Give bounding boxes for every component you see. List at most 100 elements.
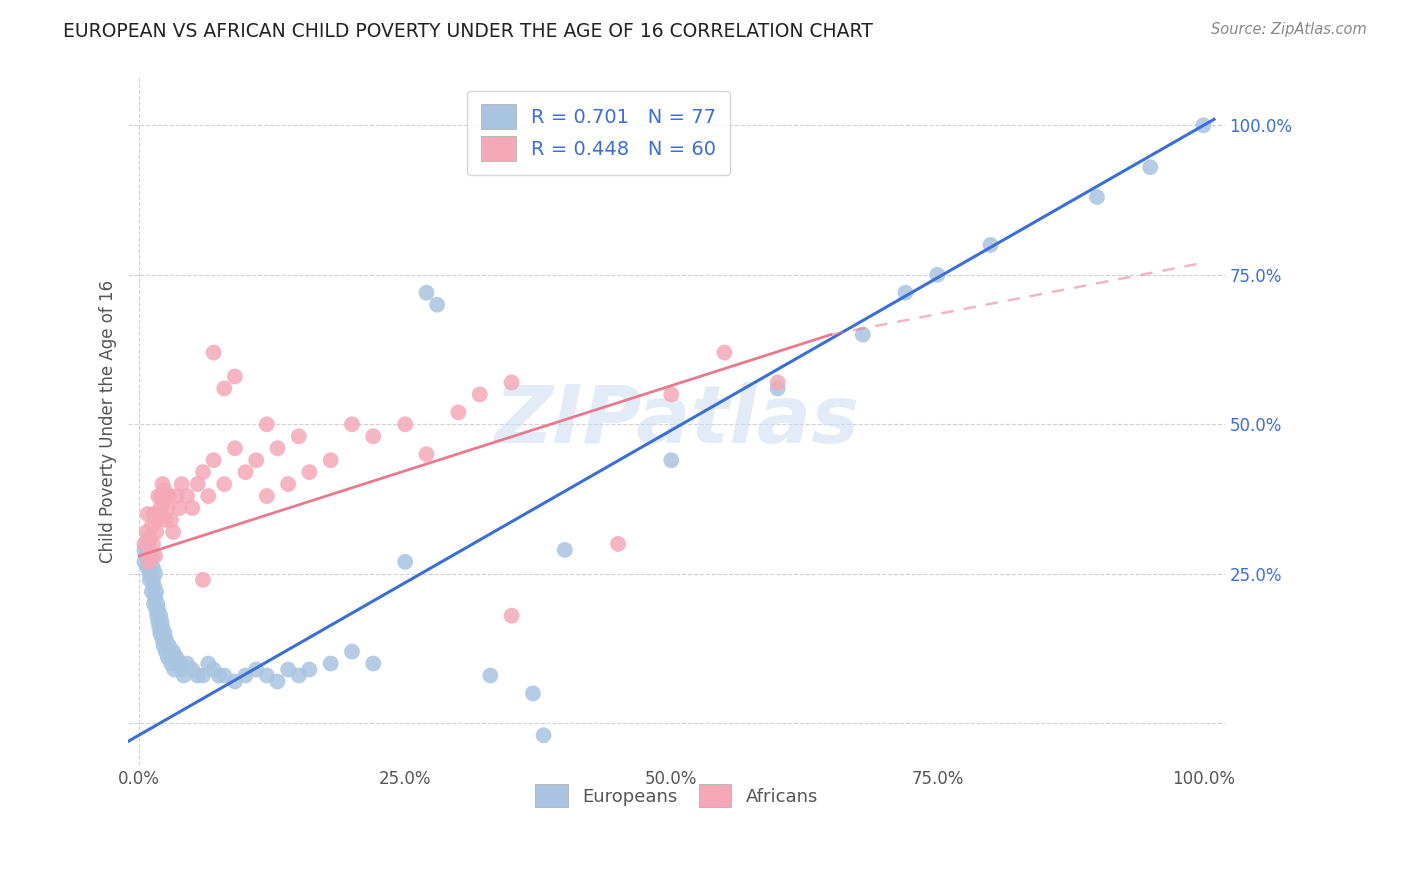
Point [149, 608, 172, 623]
Point [148, 507, 170, 521]
Point [1085, 190, 1108, 204]
Point [197, 489, 219, 503]
Point [426, 298, 449, 312]
Point [394, 555, 416, 569]
Point [143, 597, 166, 611]
Point [894, 285, 917, 300]
Point [1139, 160, 1161, 174]
Point [150, 615, 173, 629]
Point [135, 524, 157, 539]
Point [287, 668, 309, 682]
Point [501, 608, 523, 623]
Point [852, 327, 875, 342]
Point [202, 663, 225, 677]
Point [139, 531, 162, 545]
Point [214, 381, 236, 395]
Point [277, 477, 299, 491]
Point [155, 644, 177, 658]
Point [298, 465, 321, 479]
Point [927, 268, 949, 282]
Point [143, 566, 166, 581]
Point [136, 537, 159, 551]
Point [713, 345, 735, 359]
Point [162, 644, 184, 658]
Point [287, 429, 309, 443]
Point [149, 501, 172, 516]
Point [256, 417, 278, 432]
Point [340, 644, 363, 658]
Point [214, 668, 236, 682]
Point [208, 668, 231, 682]
Point [150, 489, 173, 503]
Point [340, 417, 363, 432]
Point [155, 513, 177, 527]
Point [146, 513, 169, 527]
Point [361, 429, 384, 443]
Point [554, 542, 576, 557]
Point [479, 668, 502, 682]
Point [152, 495, 174, 509]
Point [224, 674, 246, 689]
Point [152, 639, 174, 653]
Point [148, 489, 170, 503]
Point [224, 442, 246, 456]
Point [153, 626, 176, 640]
Point [187, 668, 209, 682]
Point [235, 668, 257, 682]
Point [148, 621, 170, 635]
Point [266, 674, 288, 689]
Point [533, 728, 555, 742]
Point [766, 376, 789, 390]
Point [256, 489, 278, 503]
Text: ZIPatlas: ZIPatlas [494, 383, 859, 460]
Point [136, 507, 159, 521]
Point [139, 549, 162, 563]
Point [191, 668, 214, 682]
Point [146, 597, 169, 611]
Point [659, 453, 682, 467]
Point [141, 584, 163, 599]
Point [176, 657, 198, 671]
Point [153, 483, 176, 497]
Point [143, 591, 166, 605]
Point [165, 489, 187, 503]
Point [139, 555, 162, 569]
Point [142, 537, 165, 551]
Point [157, 489, 180, 503]
Point [766, 381, 789, 395]
Point [176, 489, 198, 503]
Point [134, 555, 156, 569]
Point [170, 663, 193, 677]
Point [135, 549, 157, 563]
Point [169, 501, 191, 516]
Point [169, 657, 191, 671]
Point [256, 668, 278, 682]
Point [202, 453, 225, 467]
Point [197, 657, 219, 671]
Point [1192, 118, 1215, 132]
Point [173, 668, 195, 682]
Point [224, 369, 246, 384]
Point [134, 542, 156, 557]
Point [138, 555, 160, 569]
Point [162, 524, 184, 539]
Point [139, 573, 162, 587]
Point [141, 549, 163, 563]
Point [145, 584, 167, 599]
Point [191, 573, 214, 587]
Point [361, 657, 384, 671]
Point [148, 603, 170, 617]
Point [187, 477, 209, 491]
Point [277, 663, 299, 677]
Point [149, 626, 172, 640]
Point [136, 561, 159, 575]
Point [156, 650, 179, 665]
Point [319, 453, 342, 467]
Point [266, 442, 288, 456]
Point [152, 621, 174, 635]
Y-axis label: Child Poverty Under the Age of 16: Child Poverty Under the Age of 16 [100, 280, 117, 563]
Point [181, 501, 204, 516]
Point [170, 477, 193, 491]
Text: Source: ZipAtlas.com: Source: ZipAtlas.com [1211, 22, 1367, 37]
Point [245, 663, 267, 677]
